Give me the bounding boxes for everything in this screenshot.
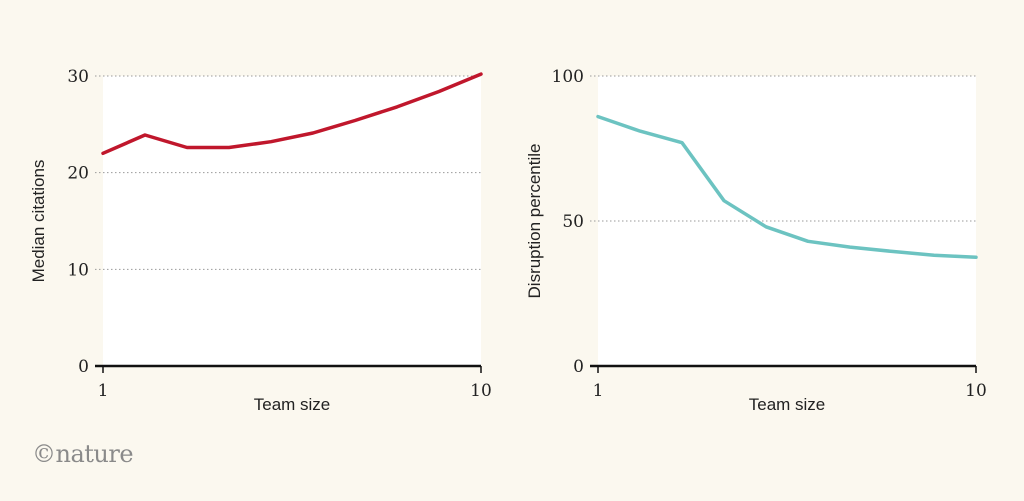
x-tick-label: 10 xyxy=(470,381,492,401)
x-tick-label: 1 xyxy=(593,381,604,401)
y-tick-label: 50 xyxy=(562,212,584,232)
y-axis-label: Median citations xyxy=(29,160,48,283)
nature-logo: ©nature xyxy=(32,440,134,468)
x-axis-label: Team size xyxy=(254,395,331,414)
copyright-symbol: © xyxy=(32,440,56,468)
y-tick-label: 10 xyxy=(67,260,89,280)
y-tick-label: 0 xyxy=(573,357,584,377)
x-tick-label: 1 xyxy=(98,381,109,401)
chart-panel-1: 0 10 20 30 1 10 Team size Median citations xyxy=(29,67,492,414)
y-tick-label: 0 xyxy=(78,357,89,377)
y-tick-label: 100 xyxy=(552,67,584,87)
chart-panel-2: 0 50 100 1 10 Team size Disruption percentile xyxy=(525,67,987,414)
brand-name: nature xyxy=(55,440,134,468)
series-line xyxy=(596,114,978,260)
x-tick-label: 10 xyxy=(965,381,987,401)
x-axis-label: Team size xyxy=(749,395,826,414)
plot-area xyxy=(103,76,481,366)
series-line xyxy=(101,72,483,156)
y-tick-label: 30 xyxy=(67,67,89,87)
y-tick-label: 20 xyxy=(67,164,89,184)
y-axis-label: Disruption percentile xyxy=(525,144,544,299)
